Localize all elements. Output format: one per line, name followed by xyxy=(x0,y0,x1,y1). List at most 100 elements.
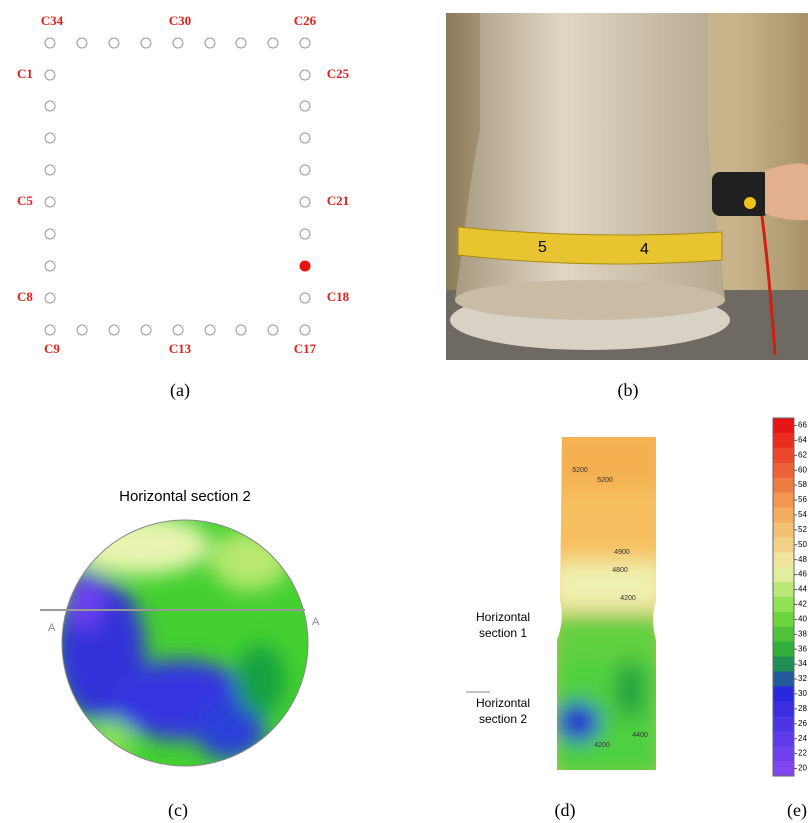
scale-label: 34 xyxy=(798,659,807,668)
sensor-label: C8 xyxy=(17,289,33,304)
panel-label: (e) xyxy=(787,800,807,821)
sensor xyxy=(299,132,311,144)
contour-label: 4900 xyxy=(614,549,630,556)
sensor xyxy=(299,292,311,304)
sensor-label: C26 xyxy=(294,13,317,28)
sensor xyxy=(299,260,311,272)
sensor xyxy=(299,228,311,240)
sensor xyxy=(299,196,311,208)
sensor xyxy=(44,260,56,272)
scale-label: 30 xyxy=(798,689,807,698)
sensor-label: C34 xyxy=(41,13,64,28)
section-mark: A xyxy=(312,616,320,628)
sensor-label: C25 xyxy=(327,66,350,81)
annotation: Horizontal section 2 xyxy=(476,696,530,726)
scale-swatch xyxy=(773,582,794,598)
scale-label: 42 xyxy=(798,600,807,609)
contour-strip xyxy=(557,437,656,770)
scale-swatch xyxy=(773,761,794,777)
sensor xyxy=(44,100,56,112)
sensor xyxy=(44,228,56,240)
section-outline xyxy=(61,519,309,767)
sensor xyxy=(235,37,247,49)
contour-label: 4200 xyxy=(620,595,636,602)
sensor xyxy=(204,324,216,336)
sensor-label: C13 xyxy=(169,341,192,356)
sensor xyxy=(172,37,184,49)
scale-label: 40 xyxy=(798,614,807,623)
scale-swatch xyxy=(773,522,794,538)
sensor-label: C18 xyxy=(327,289,350,304)
sensor xyxy=(299,69,311,81)
sensor xyxy=(44,69,56,81)
sensor-label: C1 xyxy=(17,66,33,81)
sensor-layout: C34 C30 C26 C1 C5 C8 C25 C21 C18 C9 C13 C17 xyxy=(17,13,350,356)
scale-label: 28 xyxy=(798,704,807,713)
sensor xyxy=(299,164,311,176)
scale-swatch xyxy=(773,477,794,494)
scale-label: 44 xyxy=(798,585,807,594)
tape-mark: 5 xyxy=(538,239,547,256)
scale-swatch xyxy=(773,537,794,553)
scale-label: 54 xyxy=(798,510,807,519)
section-title: Horizontal section 2 xyxy=(119,488,251,505)
sensor xyxy=(44,324,56,336)
scale-label: 56 xyxy=(798,495,807,504)
scale-label: 36 xyxy=(798,644,807,653)
panel-label: (c) xyxy=(168,800,188,821)
sensor xyxy=(108,324,120,336)
scale-swatch xyxy=(773,746,794,762)
sensor xyxy=(44,132,56,144)
sensor xyxy=(76,37,88,49)
scale-label: 22 xyxy=(798,749,807,758)
scale-swatch xyxy=(773,701,794,717)
panel-label: (a) xyxy=(170,380,190,401)
scale-label: 60 xyxy=(798,465,807,474)
scale-swatch xyxy=(773,597,794,613)
scale-swatch xyxy=(773,686,794,702)
scale-label: 62 xyxy=(798,450,807,459)
panel-label: (d) xyxy=(555,800,576,821)
sensor xyxy=(299,100,311,112)
scale-swatch xyxy=(773,447,794,464)
scale-swatch xyxy=(773,432,794,449)
sensor xyxy=(235,324,247,336)
scale-label: 38 xyxy=(798,629,807,638)
scale-swatch xyxy=(773,418,794,434)
scale-frame xyxy=(772,417,795,777)
sensor-label: C17 xyxy=(294,341,317,356)
contour-label: 5200 xyxy=(572,467,588,474)
sensor xyxy=(267,37,279,49)
scale-label: 20 xyxy=(798,764,807,773)
contour-label: 5200 xyxy=(597,477,613,484)
scale-label: 52 xyxy=(798,525,807,534)
sensor xyxy=(44,196,56,208)
scale-swatch xyxy=(773,507,794,523)
contour-label: 4400 xyxy=(632,732,648,739)
scale-label: 50 xyxy=(798,540,807,549)
annotation: Horizontal section 1 xyxy=(476,610,530,640)
sensor xyxy=(267,324,279,336)
scale-swatch xyxy=(773,641,794,658)
scale-label: 66 xyxy=(798,421,807,430)
sensor xyxy=(299,324,311,336)
sensor-label: C21 xyxy=(327,193,349,208)
sensor-label: C5 xyxy=(17,193,33,208)
scale-label: 58 xyxy=(798,480,807,489)
scale-swatch xyxy=(773,656,794,673)
scale-swatch xyxy=(773,611,794,628)
scale-label: 24 xyxy=(798,734,807,743)
sensor xyxy=(204,37,216,49)
sensor xyxy=(140,37,152,49)
sensor xyxy=(140,324,152,336)
sensor xyxy=(76,324,88,336)
scale-swatch xyxy=(773,716,794,732)
scale-label: 26 xyxy=(798,719,807,728)
scale-label: 46 xyxy=(798,570,807,579)
sensor-label: C30 xyxy=(169,13,191,28)
sensor xyxy=(299,37,311,49)
panel-label: (b) xyxy=(618,380,639,401)
scale-swatch xyxy=(773,671,794,687)
tape-mark: 4 xyxy=(640,241,649,258)
contour-label: 4200 xyxy=(594,742,610,749)
